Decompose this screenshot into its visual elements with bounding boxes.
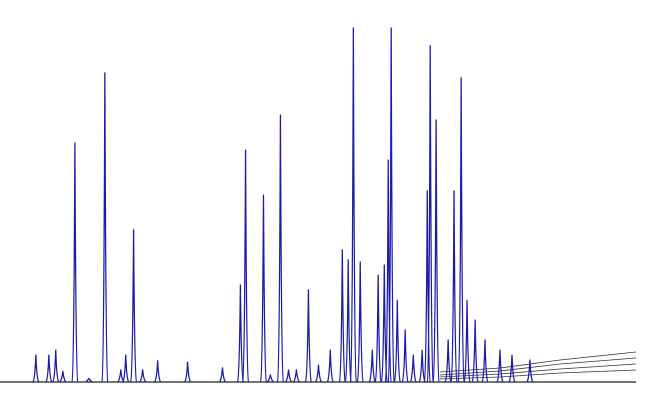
overlay-trace: [439, 351, 637, 373]
peak: [304, 289, 313, 383]
peak: [266, 374, 274, 383]
peak: [241, 149, 250, 383]
peak: [285, 369, 293, 383]
peak: [218, 367, 226, 383]
peak: [387, 27, 395, 383]
peak: [457, 77, 465, 383]
peak: [45, 354, 53, 383]
peak: [32, 354, 40, 383]
peak: [432, 119, 440, 383]
peak: [393, 299, 401, 383]
peak: [129, 229, 138, 383]
peak: [59, 370, 67, 383]
peak: [418, 349, 426, 383]
peak: [444, 339, 452, 383]
peak: [139, 369, 147, 383]
peak: [154, 360, 162, 383]
peak: [526, 359, 534, 383]
peak: [349, 27, 357, 383]
peak: [71, 142, 79, 383]
peak: [122, 354, 130, 383]
peak: [481, 339, 489, 383]
peak: [471, 319, 479, 383]
peak: [236, 284, 245, 383]
peak: [184, 361, 192, 383]
peak: [409, 354, 417, 383]
peak: [117, 369, 125, 383]
peak: [85, 377, 93, 383]
peak: [508, 354, 516, 383]
peak: [292, 369, 300, 383]
peak: [496, 349, 504, 383]
peak: [423, 190, 431, 383]
overlay-trace: [439, 363, 637, 378]
peak: [374, 274, 382, 383]
peak: [401, 329, 409, 383]
peak: [259, 194, 268, 383]
peak: [426, 45, 434, 383]
peak: [338, 249, 346, 383]
peak: [344, 259, 352, 383]
peak: [450, 190, 458, 383]
peak: [384, 159, 392, 383]
overlay-trace: [439, 369, 637, 380]
peak: [326, 349, 334, 383]
peak: [101, 72, 109, 383]
peak: [52, 349, 60, 383]
peak: [314, 364, 323, 383]
peak: [356, 261, 364, 383]
peak: [463, 299, 471, 383]
peak: [276, 114, 285, 383]
peak: [368, 349, 376, 383]
